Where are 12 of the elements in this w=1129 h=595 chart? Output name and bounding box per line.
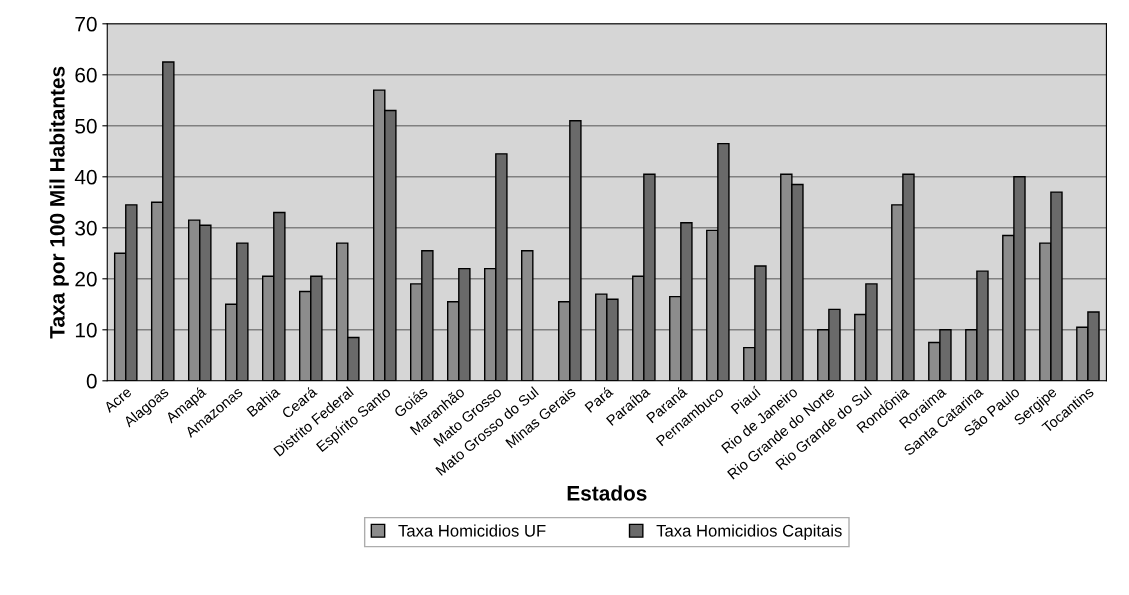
y-tick-label: 40 (74, 169, 97, 185)
y-tick-label: 0 (86, 373, 97, 389)
y-tick-label: 30 (75, 220, 97, 236)
y-tick-label: 20 (75, 271, 97, 287)
y-tick-label: 70 (75, 16, 97, 32)
y-tick-label: 60 (75, 67, 97, 83)
y-tick-label: 10 (75, 322, 97, 338)
y-axis-title: Taxa por 100 Mil Habitantes (49, 66, 69, 339)
y-tick-label: 50 (75, 118, 97, 134)
legend-label: Taxa Homicidios UF (398, 524, 546, 537)
legend-label: Taxa Homicidios Capitais (656, 524, 842, 540)
x-axis-title: Estados (567, 485, 647, 501)
